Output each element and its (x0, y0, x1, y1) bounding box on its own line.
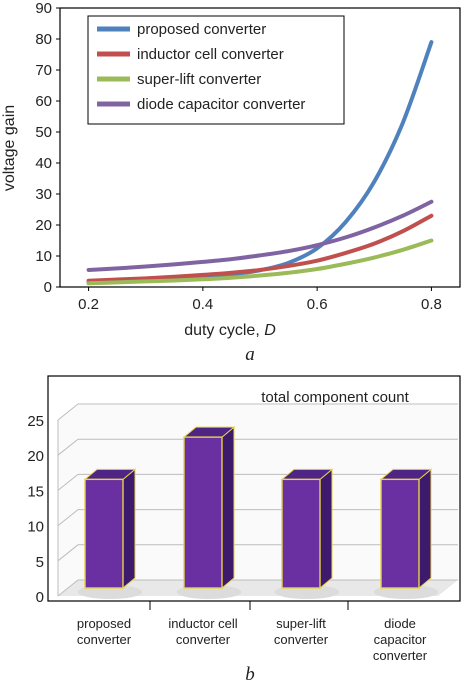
legend-item-label: super-lift converter (137, 71, 261, 88)
bar (373, 468, 439, 599)
line-chart-panel: 0 10 20 30 40 50 60 70 80 90 0.2 0.4 0.6 0.8 voltage… (1, 0, 461, 365)
bar-front (183, 436, 223, 589)
bar-front (281, 478, 321, 589)
y-tick-label: 40 (35, 155, 52, 172)
category-label: diode capacitor converter (373, 616, 428, 663)
legend-item-label: diode capacitor converter (137, 96, 305, 113)
y-tick-label: 70 (35, 62, 52, 79)
bar (274, 468, 340, 599)
x-tick-label: 0.2 (78, 296, 99, 313)
bar (176, 426, 242, 599)
y-tick-label: 15 (27, 483, 44, 500)
y-tick-label: 10 (35, 248, 52, 265)
bar-side (122, 468, 136, 590)
grid-line (57, 438, 458, 456)
plot-frame (59, 7, 461, 288)
category-label: proposed converter (77, 616, 132, 647)
bar-front (380, 478, 420, 589)
bar-side (418, 468, 432, 590)
category-label: super-lift converter (274, 616, 329, 647)
y-tick-label: 10 (27, 519, 44, 536)
y-tick-label: 80 (35, 31, 52, 48)
legend: proposed converter inductor cell converte… (87, 15, 345, 125)
series-line-3 (86, 238, 434, 286)
bar-side (221, 426, 235, 590)
panel-label-b: b (245, 664, 255, 684)
y-tick-label: 5 (36, 554, 44, 571)
category-label: inductor cell converter (168, 616, 237, 647)
legend-item-label: proposed converter (137, 21, 266, 38)
x-tick-label: 0.4 (192, 296, 213, 313)
bar (77, 468, 143, 599)
floor (58, 580, 458, 596)
y-tick-label: 60 (35, 93, 52, 110)
y-axis-label: voltage gain (1, 105, 18, 191)
y-tick-label: 25 (27, 413, 44, 430)
legend-box (87, 15, 345, 125)
bar-side (319, 468, 333, 590)
y-tick-label: 90 (35, 0, 52, 17)
bar-front (84, 478, 124, 589)
grid-line (57, 579, 458, 597)
panel-label-a: a (245, 344, 255, 365)
x-axis-label: duty cycle, D (184, 322, 276, 339)
y-tick-label: 30 (35, 186, 52, 203)
series-line-2 (86, 213, 434, 283)
y-tick-label: 50 (35, 124, 52, 141)
plot-frame-b (47, 375, 461, 602)
y-tick-label: 0 (36, 589, 44, 606)
legend-item-label: inductor cell converter (137, 46, 284, 63)
grid-line (57, 403, 458, 421)
y-tick-label: 0 (44, 279, 52, 296)
y-tick-label: 20 (35, 217, 52, 234)
bar-chart-panel: 0 5 10 15 20 25 total component count propose… (27, 375, 461, 684)
chart-annotation: total component count (261, 389, 409, 406)
y-tick-label: 20 (27, 448, 44, 465)
series-line-4 (86, 199, 434, 272)
back-wall (58, 405, 458, 596)
x-tick-label: 0.6 (307, 296, 328, 313)
x-tick-label: 0.8 (421, 296, 442, 313)
